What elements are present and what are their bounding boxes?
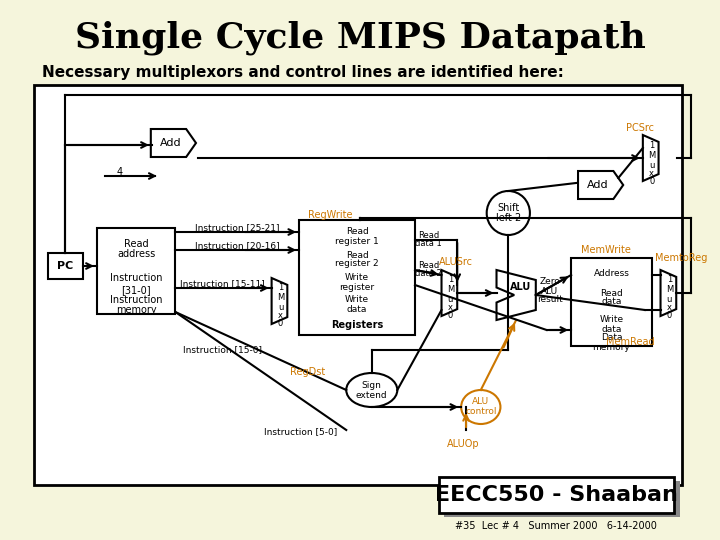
Text: ALUSrc: ALUSrc bbox=[439, 257, 473, 267]
Text: PC: PC bbox=[57, 261, 73, 271]
Polygon shape bbox=[150, 129, 196, 157]
Text: M: M bbox=[446, 286, 454, 294]
Text: Address: Address bbox=[593, 268, 629, 278]
Text: x: x bbox=[667, 303, 672, 313]
Text: data 1: data 1 bbox=[415, 240, 442, 248]
FancyBboxPatch shape bbox=[34, 85, 682, 485]
Text: M: M bbox=[276, 294, 284, 302]
Text: Sign: Sign bbox=[362, 381, 382, 390]
Text: RegWrite: RegWrite bbox=[308, 210, 353, 220]
FancyBboxPatch shape bbox=[48, 253, 83, 279]
FancyBboxPatch shape bbox=[96, 228, 176, 314]
Text: register 2: register 2 bbox=[336, 260, 379, 268]
Text: Instruction [25-21]: Instruction [25-21] bbox=[195, 224, 279, 233]
Polygon shape bbox=[271, 278, 287, 324]
Text: Read: Read bbox=[346, 251, 369, 260]
Text: 0: 0 bbox=[278, 320, 283, 328]
Text: Zero: Zero bbox=[539, 278, 560, 287]
FancyBboxPatch shape bbox=[571, 258, 652, 346]
Text: data: data bbox=[601, 298, 621, 307]
Text: Data: Data bbox=[600, 334, 622, 342]
Text: address: address bbox=[117, 249, 156, 259]
Text: data: data bbox=[347, 305, 367, 314]
Text: PCSrc: PCSrc bbox=[626, 123, 654, 133]
Polygon shape bbox=[441, 270, 457, 316]
Text: MemWrite: MemWrite bbox=[580, 245, 631, 255]
Text: 0: 0 bbox=[448, 312, 453, 321]
Text: Registers: Registers bbox=[331, 320, 383, 330]
Text: x: x bbox=[649, 168, 654, 178]
Text: Instruction: Instruction bbox=[110, 295, 162, 305]
Text: Add: Add bbox=[160, 138, 181, 148]
Text: Read: Read bbox=[600, 288, 623, 298]
Text: MemtoReg: MemtoReg bbox=[654, 253, 707, 263]
Text: Shift: Shift bbox=[498, 203, 519, 213]
Polygon shape bbox=[497, 270, 536, 320]
Text: left 2: left 2 bbox=[495, 213, 521, 223]
Text: result: result bbox=[536, 295, 562, 305]
Text: Read: Read bbox=[346, 227, 369, 237]
Text: x: x bbox=[278, 312, 283, 321]
Text: EECC550 - Shaaban: EECC550 - Shaaban bbox=[435, 485, 678, 505]
Text: Write: Write bbox=[345, 273, 369, 282]
Text: Add: Add bbox=[587, 180, 608, 190]
Text: Necessary multiplexors and control lines are identified here:: Necessary multiplexors and control lines… bbox=[42, 64, 564, 79]
Polygon shape bbox=[643, 135, 659, 181]
Text: M: M bbox=[666, 286, 673, 294]
Text: register: register bbox=[340, 282, 374, 292]
Text: u: u bbox=[667, 295, 672, 305]
Text: ALU: ALU bbox=[510, 282, 531, 292]
Text: M: M bbox=[648, 151, 655, 159]
Text: register 1: register 1 bbox=[336, 237, 379, 246]
Text: MemRead: MemRead bbox=[606, 337, 654, 347]
Text: control: control bbox=[465, 408, 497, 416]
Ellipse shape bbox=[346, 373, 397, 407]
Text: 1: 1 bbox=[448, 275, 453, 285]
Text: memory: memory bbox=[116, 305, 156, 315]
FancyBboxPatch shape bbox=[299, 220, 415, 335]
Text: Instruction: Instruction bbox=[110, 273, 162, 283]
Text: Single Cycle MIPS Datapath: Single Cycle MIPS Datapath bbox=[75, 21, 645, 55]
FancyBboxPatch shape bbox=[438, 477, 674, 513]
Text: RegDst: RegDst bbox=[290, 367, 325, 377]
Text: Instruction [5-0]: Instruction [5-0] bbox=[264, 428, 337, 436]
Text: memory: memory bbox=[593, 342, 630, 352]
Text: u: u bbox=[649, 160, 654, 170]
Text: ALU: ALU bbox=[472, 397, 490, 407]
Text: 0: 0 bbox=[649, 177, 654, 186]
Text: u: u bbox=[448, 295, 453, 305]
Text: 0: 0 bbox=[667, 312, 672, 321]
Text: extend: extend bbox=[356, 392, 387, 401]
Polygon shape bbox=[578, 171, 624, 199]
Text: x: x bbox=[448, 303, 453, 313]
Text: [31-0]: [31-0] bbox=[121, 285, 151, 295]
Text: Instruction [15-0]: Instruction [15-0] bbox=[183, 346, 262, 354]
Text: Read: Read bbox=[418, 261, 439, 271]
Polygon shape bbox=[660, 270, 676, 316]
Text: Write: Write bbox=[345, 295, 369, 305]
Text: #35  Lec # 4   Summer 2000   6-14-2000: #35 Lec # 4 Summer 2000 6-14-2000 bbox=[456, 521, 657, 531]
Text: Write: Write bbox=[599, 315, 624, 325]
Text: 1: 1 bbox=[278, 284, 283, 293]
FancyBboxPatch shape bbox=[444, 481, 680, 517]
Text: data: data bbox=[601, 325, 621, 334]
Circle shape bbox=[487, 191, 530, 235]
Text: Instruction [15-11]: Instruction [15-11] bbox=[180, 280, 265, 288]
Text: data 2: data 2 bbox=[415, 269, 442, 279]
Text: 4: 4 bbox=[117, 167, 122, 177]
Text: ALU: ALU bbox=[541, 287, 558, 296]
Text: Read: Read bbox=[124, 239, 148, 249]
Text: u: u bbox=[278, 303, 283, 313]
Ellipse shape bbox=[461, 390, 500, 424]
Text: ALUOp: ALUOp bbox=[447, 439, 480, 449]
Text: Read: Read bbox=[418, 232, 439, 240]
Text: 1: 1 bbox=[649, 140, 654, 150]
Text: 1: 1 bbox=[667, 275, 672, 285]
Text: Instruction [20-16]: Instruction [20-16] bbox=[195, 241, 279, 251]
